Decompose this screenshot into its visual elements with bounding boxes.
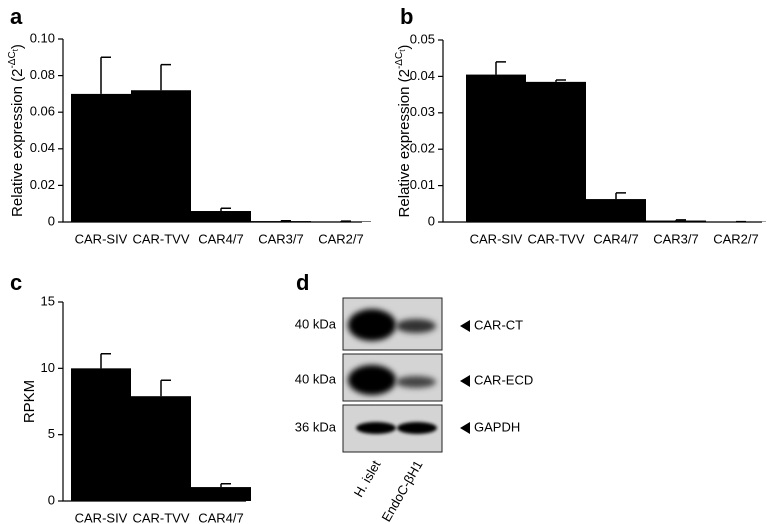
y-tick-label: 0.01 <box>410 177 435 192</box>
panel-label: d <box>296 270 309 295</box>
bar <box>191 487 251 501</box>
y-tick-label: 0.02 <box>410 141 435 156</box>
bar <box>131 396 191 501</box>
arrowheads <box>460 320 470 434</box>
y-tick-label: 0.06 <box>30 104 55 119</box>
error-bar <box>615 192 626 200</box>
y-tick-label: 0.02 <box>30 177 55 192</box>
x-tick-label: CAR-SIV <box>75 510 128 524</box>
y-tick-label: 5 <box>48 426 55 441</box>
x-tick-label: CAR4/7 <box>198 231 244 246</box>
y-axis-label-part: ) <box>396 45 413 50</box>
y-tick-label: 0 <box>428 213 435 228</box>
blot-band <box>348 309 396 341</box>
y-tick-label: 0 <box>48 492 55 507</box>
blot-band <box>397 422 437 434</box>
panel-label: b <box>400 4 413 29</box>
bar <box>131 90 191 223</box>
size-label: 40 kDa <box>295 316 337 331</box>
y-axis-label-part: -ΔC <box>394 52 405 69</box>
x-tick-label: CAR-SIV <box>470 231 523 246</box>
bar <box>646 220 706 222</box>
error-bar <box>100 352 111 369</box>
y-axis-label-part: RPKM <box>21 380 38 423</box>
bar <box>71 368 131 501</box>
bar <box>466 74 526 222</box>
x-tick-label: CAR4/7 <box>198 510 244 524</box>
y-axis-label-part: ) <box>9 44 26 49</box>
bar <box>586 199 646 222</box>
target-label: CAR-CT <box>474 317 523 332</box>
y-axis-label: RPKM <box>21 380 38 423</box>
x-tick-label: CAR3/7 <box>258 231 304 246</box>
error-bar <box>495 61 506 75</box>
lane-label: EndoC-βH1 <box>378 458 425 524</box>
y-axis-label-part: Relative expression (2 <box>396 69 413 217</box>
y-tick-label: 0.03 <box>410 104 435 119</box>
y-tick-label: 10 <box>41 360 55 375</box>
y-tick-label: 0.10 <box>30 30 55 45</box>
blot-band <box>348 365 396 395</box>
error-bar <box>160 379 171 397</box>
x-tick-label: CAR-TVV <box>132 231 189 246</box>
y-axis-label-part: -ΔC <box>7 51 18 68</box>
lane-label: H. islet <box>351 457 384 499</box>
bar <box>71 93 131 223</box>
y-axis-label-part: Relative expression (2 <box>9 69 26 217</box>
y-tick-label: 0.08 <box>30 67 55 82</box>
x-tick-label: CAR2/7 <box>318 231 364 246</box>
y-tick-label: 0.04 <box>30 140 55 155</box>
panel-label: a <box>10 4 23 29</box>
blot-band <box>396 319 436 333</box>
y-axis-label-part: t <box>11 48 20 51</box>
bar <box>526 81 586 222</box>
y-tick-label: 15 <box>41 293 55 308</box>
x-tick-label: CAR-TVV <box>132 510 189 524</box>
bar <box>251 221 311 222</box>
x-tick-label: CAR-SIV <box>75 231 128 246</box>
target-label: CAR-ECD <box>474 372 533 387</box>
error-bar <box>220 207 231 212</box>
y-axis-label: Relative expression (2-ΔCt) <box>7 44 26 217</box>
y-axis-label: Relative expression (2-ΔCt) <box>394 45 413 218</box>
x-tick-label: CAR-TVV <box>527 231 584 246</box>
blot-panel: d 40 kDa 40 kDa 36 kDa CAR-CT CAR-ECD GA… <box>295 270 533 524</box>
x-tick-label: CAR3/7 <box>653 231 699 246</box>
panel-label: c <box>10 270 22 295</box>
size-label: 40 kDa <box>295 371 337 386</box>
bar <box>191 211 251 222</box>
y-tick-label: 0.04 <box>410 68 435 83</box>
x-tick-label: CAR4/7 <box>593 231 639 246</box>
blot-band <box>396 376 436 388</box>
error-bar <box>220 483 231 488</box>
blot-band <box>356 422 396 434</box>
error-bar <box>555 79 566 82</box>
target-label: GAPDH <box>474 419 520 434</box>
y-tick-label: 0 <box>48 213 55 228</box>
error-bar <box>675 219 686 221</box>
y-tick-label: 0.05 <box>410 31 435 46</box>
error-bar <box>160 63 171 91</box>
y-axis-label-part: t <box>398 49 407 52</box>
x-tick-label: CAR2/7 <box>713 231 759 246</box>
size-label: 36 kDa <box>295 419 337 434</box>
error-bar <box>100 56 111 94</box>
